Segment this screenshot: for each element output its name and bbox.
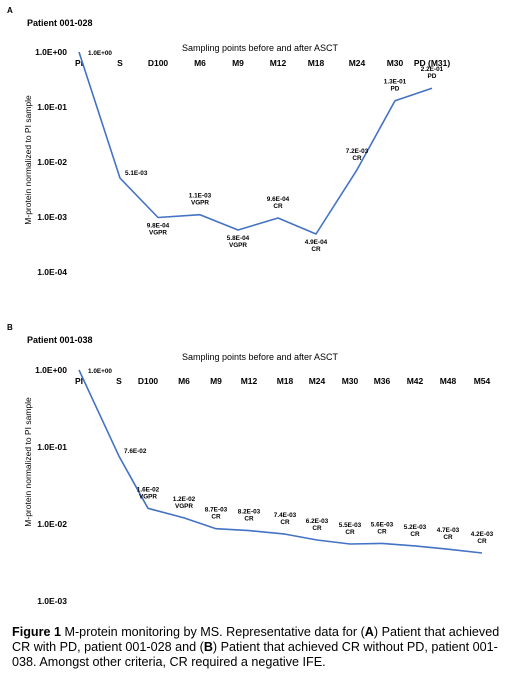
response-label: CR (443, 534, 453, 541)
x-tick-label: M54 (474, 376, 491, 386)
panel-b-title: Patient 001-038 (27, 335, 93, 345)
data-label: 4.7E-03 (437, 527, 460, 534)
response-label: CR (352, 155, 362, 162)
data-label: 5.5E-03 (339, 522, 362, 529)
x-tick-label: M12 (241, 376, 258, 386)
data-label: 7.6E-02 (124, 448, 147, 455)
x-tick-label: D100 (148, 58, 169, 68)
y-tick-label: 1.0E-01 (37, 102, 67, 112)
x-tick-label: S (117, 58, 123, 68)
series-line (78, 369, 483, 554)
y-tick-label: 1.0E-02 (37, 157, 67, 167)
data-label: 8.2E-03 (238, 509, 261, 516)
x-tick-label: S (116, 376, 122, 386)
x-tick-label: M6 (178, 376, 190, 386)
data-label: 1.0E+00 (88, 50, 112, 57)
data-label: 2.2E-01 (421, 66, 444, 73)
y-tick-label: 1.0E+00 (35, 47, 67, 57)
data-label: 9.8E-04 (147, 222, 170, 229)
response-label: CR (280, 519, 290, 526)
response-label: CR (311, 246, 321, 253)
response-label: CR (410, 531, 420, 538)
data-label: 5.1E-03 (125, 170, 148, 177)
panel-a-chart: 1.0E+00 1.0E-01 1.0E-02 1.0E-03 1.0E-04 PI S D1… (35, 47, 450, 277)
panel-a-y-axis-label: M-protein normalized to PI sample (23, 95, 33, 225)
panel-b-letter: B (7, 323, 13, 332)
response-label: VGPR (229, 242, 247, 249)
x-tick-label: M9 (210, 376, 222, 386)
x-tick-label: M12 (270, 58, 287, 68)
x-tick-label: M48 (440, 376, 457, 386)
data-label: 6.2E-03 (306, 518, 329, 525)
panel-b-chart: 1.0E+00 1.0E-01 1.0E-02 1.0E-03 PI S D100 M6 M9 M… (35, 365, 494, 606)
response-label: PD (428, 73, 437, 80)
response-label: VGPR (191, 200, 209, 207)
x-tick-label: M18 (308, 58, 325, 68)
response-label: VGPR (149, 229, 167, 236)
x-tick-label: M24 (309, 376, 326, 386)
response-label: CR (345, 529, 355, 536)
x-tick-label: M30 (342, 376, 359, 386)
data-label: 9.6E-04 (267, 196, 290, 203)
y-tick-label: 1.0E-03 (37, 596, 67, 606)
x-tick-label: PI (75, 58, 83, 68)
response-label: CR (273, 203, 283, 210)
y-tick-label: 1.0E-04 (37, 267, 67, 277)
x-tick-label: M42 (407, 376, 424, 386)
response-label: CR (312, 525, 322, 532)
data-label: 1.3E-01 (384, 79, 407, 86)
y-tick-label: 1.0E+00 (35, 365, 67, 375)
y-tick-label: 1.0E-02 (37, 519, 67, 529)
data-label: 8.7E-03 (205, 507, 228, 514)
panel-b-y-axis-label: M-protein normalized to PI sample (23, 397, 33, 527)
x-tick-label: M6 (194, 58, 206, 68)
y-tick-label: 1.0E-03 (37, 212, 67, 222)
x-tick-label: M18 (277, 376, 294, 386)
data-label: 1.6E-02 (137, 486, 160, 493)
caption-figure-label: Figure 1 (12, 625, 61, 639)
panel-a-title: Patient 001-028 (27, 18, 93, 28)
response-label: CR (377, 528, 387, 535)
x-tick-label: M30 (387, 58, 404, 68)
y-tick-label: 1.0E-01 (37, 442, 67, 452)
figure-caption: Figure 1 M-protein monitoring by MS. Rep… (12, 625, 512, 670)
response-label: CR (244, 516, 254, 523)
x-tick-label: M36 (374, 376, 391, 386)
x-tick-label: M9 (232, 58, 244, 68)
response-label: CR (477, 538, 487, 545)
response-label: VGPR (139, 493, 157, 500)
caption-text-3: ) Patient that achieved CR without PD, p… (12, 640, 498, 669)
caption-text-1: M-protein monitoring by MS. Representati… (61, 625, 365, 639)
x-tick-label: D100 (138, 376, 159, 386)
series-line (78, 51, 433, 235)
x-tick-label: M24 (349, 58, 366, 68)
data-label: 5.8E-04 (227, 235, 250, 242)
response-label: CR (211, 514, 221, 521)
x-tick-label: PI (75, 376, 83, 386)
x-tick-label: PD (M31) (414, 58, 451, 68)
data-label: 1.2E-02 (173, 496, 196, 503)
response-label: PD (391, 86, 400, 93)
data-label: 1.1E-03 (189, 193, 212, 200)
panel-b-top-axis-title: Sampling points before and after ASCT (182, 352, 339, 362)
data-label: 5.6E-03 (371, 521, 394, 528)
response-label: VGPR (175, 503, 193, 510)
caption-text-2: ) Patient that achieved CR with PD, pati… (12, 625, 500, 654)
caption-letter-a: A (364, 625, 374, 639)
data-label: 7.2E-03 (346, 148, 369, 155)
data-label: 1.0E+00 (88, 368, 112, 375)
data-label: 7.4E-03 (274, 512, 297, 519)
panel-a-top-axis-title: Sampling points before and after ASCT (182, 43, 339, 53)
data-label: 4.9E-04 (305, 239, 328, 246)
data-label: 5.2E-03 (404, 524, 427, 531)
data-label: 4.2E-03 (471, 531, 494, 538)
panel-a-letter: A (7, 6, 13, 15)
caption-letter-b: B (203, 640, 213, 654)
